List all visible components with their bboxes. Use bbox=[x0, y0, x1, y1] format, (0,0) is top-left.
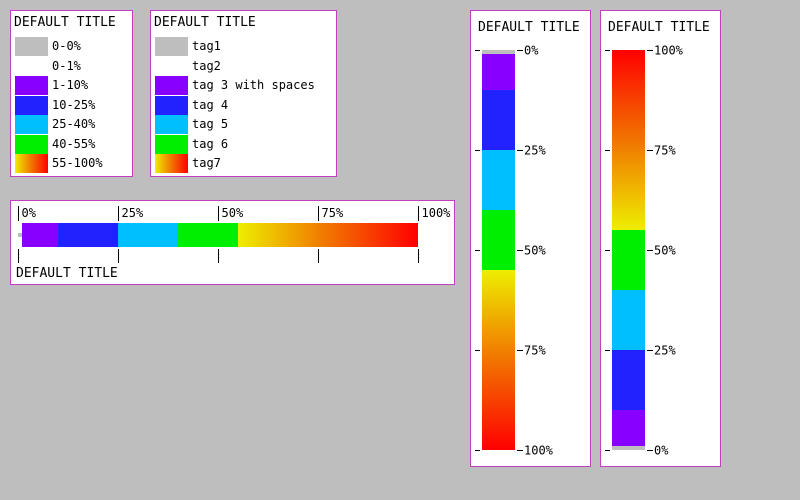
legend-item: tag7 bbox=[151, 154, 336, 173]
colorbar-band bbox=[482, 90, 515, 150]
colorbar-vertical-descending-panel: 0% 25% 50% 75% 100% DEFAULT TITLE bbox=[470, 10, 591, 467]
legend-item: 0-1% bbox=[11, 56, 132, 76]
legend-label: tag7 bbox=[192, 156, 221, 170]
legend-swatch bbox=[155, 37, 188, 56]
tick-label: 0% bbox=[524, 44, 539, 58]
legend-panel-tags: DEFAULT TITLE tag1 tag2 tag 3 with spaces t… bbox=[150, 10, 337, 177]
legend-swatch bbox=[15, 95, 48, 115]
colorbar-band bbox=[612, 290, 645, 350]
legend-panel-percent: DEFAULT TITLE 0-0% 0-1% 1-10% 10-25% 25-40% 4… bbox=[10, 10, 133, 177]
colorbar-horizontal-panel: 0% 25% 50% 75% 100% DEFAULT TITLE bbox=[10, 200, 455, 285]
legend-item: tag 4 bbox=[151, 95, 336, 115]
legend-label: tag 3 with spaces bbox=[192, 78, 315, 92]
tick-label: 100% bbox=[654, 44, 684, 58]
legend-item: 55-100% bbox=[11, 154, 132, 173]
legend-label: 0-0% bbox=[52, 39, 81, 53]
legend-item: 25-40% bbox=[11, 115, 132, 134]
colorbar-title: DEFAULT TITLE bbox=[608, 20, 710, 35]
legend-title: DEFAULT TITLE bbox=[14, 15, 116, 30]
colorbar-title: DEFAULT TITLE bbox=[16, 266, 118, 281]
legend-swatch bbox=[155, 134, 188, 154]
colorbar-band bbox=[612, 230, 645, 290]
legend-swatch bbox=[15, 56, 48, 76]
legend-label: 40-55% bbox=[52, 136, 96, 151]
tick-label: 25% bbox=[524, 144, 546, 158]
tick-label: 0% bbox=[654, 444, 669, 458]
legend-label: 1-10% bbox=[52, 78, 89, 92]
legend-label: tag 6 bbox=[192, 136, 229, 151]
colorbar-band bbox=[482, 210, 515, 270]
colorbar-band bbox=[612, 446, 645, 450]
legend-item: tag 6 bbox=[151, 134, 336, 154]
tick-label: 25% bbox=[122, 206, 144, 220]
legend-item: 40-55% bbox=[11, 134, 132, 154]
legend-item: tag2 bbox=[151, 56, 336, 76]
legend-swatch bbox=[15, 115, 48, 134]
colorbar-title: DEFAULT TITLE bbox=[478, 20, 580, 35]
colorbar-horizontal: 0% 25% 50% 75% 100% DEFAULT TITLE bbox=[16, 206, 452, 281]
colorbar-band bbox=[118, 223, 178, 247]
legend-label: tag1 bbox=[192, 39, 221, 53]
colorbar-band bbox=[482, 270, 515, 450]
tick-label: 75% bbox=[322, 206, 344, 220]
legend-item: 10-25% bbox=[11, 95, 132, 115]
colorbar-band bbox=[22, 223, 58, 247]
legend-item: 0-0% bbox=[11, 37, 132, 56]
colorbar-band bbox=[58, 223, 118, 247]
legend-swatch bbox=[155, 115, 188, 134]
legend-item: tag 5 bbox=[151, 115, 336, 134]
tick-label: 50% bbox=[222, 206, 244, 220]
legend-item: 1-10% bbox=[11, 76, 132, 95]
tick-label: 50% bbox=[524, 244, 546, 258]
tick-label: 0% bbox=[22, 206, 37, 220]
legend-label: tag 4 bbox=[192, 97, 229, 112]
tick-label: 25% bbox=[654, 344, 676, 358]
tick-label: 75% bbox=[524, 344, 546, 358]
tick-label: 75% bbox=[654, 144, 676, 158]
legend-swatch bbox=[15, 37, 48, 56]
colorbar-band bbox=[612, 410, 645, 446]
colorbar-band bbox=[178, 223, 238, 247]
legend-swatch bbox=[15, 134, 48, 154]
legend-label: 55-100% bbox=[52, 156, 103, 170]
legend-label: tag2 bbox=[192, 58, 221, 73]
legend-label: 10-25% bbox=[52, 97, 96, 112]
colorbar-vertical-ascending: 0% 25% 50% 75% 100% DEFAULT TITLE bbox=[605, 20, 710, 458]
legend-swatch bbox=[155, 56, 188, 76]
colorbar-band bbox=[612, 50, 645, 230]
legend-swatch bbox=[155, 76, 188, 95]
legend-label: tag 5 bbox=[192, 117, 229, 131]
colorbar-band bbox=[238, 223, 418, 247]
tick-label: 50% bbox=[654, 244, 676, 258]
colorbar-vertical-ascending-panel: 0% 25% 50% 75% 100% DEFAULT TITLE bbox=[600, 10, 721, 467]
legend-swatch bbox=[15, 76, 48, 95]
colorbar-band bbox=[612, 350, 645, 410]
legend-label: 25-40% bbox=[52, 117, 96, 131]
legend-swatch bbox=[155, 154, 188, 173]
colorbar-vertical-descending: 0% 25% 50% 75% 100% DEFAULT TITLE bbox=[475, 20, 580, 458]
colorbar-band bbox=[18, 233, 22, 237]
legend-item: tag 3 with spaces bbox=[151, 76, 336, 95]
colorbar-band bbox=[482, 50, 515, 54]
legend-swatch bbox=[15, 154, 48, 173]
tick-label: 100% bbox=[524, 444, 554, 458]
legend-label: 0-1% bbox=[52, 58, 81, 73]
tick-label: 100% bbox=[422, 206, 452, 220]
colorbar-band bbox=[482, 150, 515, 210]
legend-swatch bbox=[155, 95, 188, 115]
legend-item: tag1 bbox=[151, 37, 336, 56]
colorbar-band bbox=[482, 54, 515, 90]
legend-title: DEFAULT TITLE bbox=[154, 15, 256, 30]
